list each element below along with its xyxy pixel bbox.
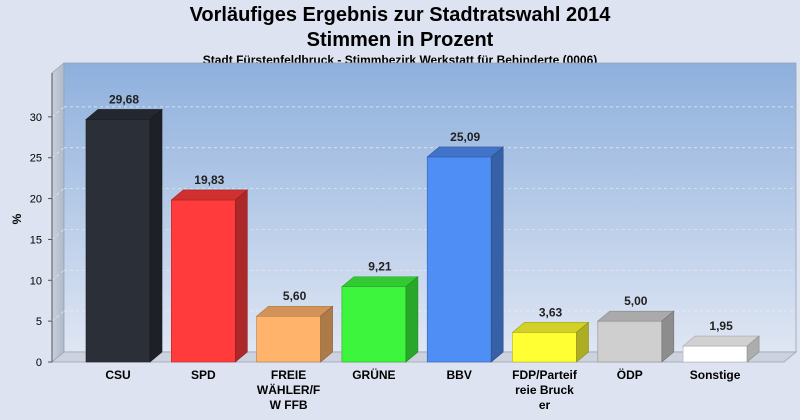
grid-line-side [51,229,65,240]
bar-front [597,320,663,363]
plot-background [50,62,798,363]
bar-side [576,321,589,363]
bar-front [256,315,321,363]
bar-front [512,332,577,363]
x-tick-label: WÄHLER/F [257,382,320,397]
bar-top [255,305,334,317]
y-tick-label: 0 [36,357,42,369]
bar-side [235,189,248,363]
bar-side [661,310,675,363]
y-tick-label: 25 [30,153,42,165]
bar-value-label: 5,00 [624,294,648,308]
bar-value-label: 3,63 [539,305,563,319]
bar: 3,63 [511,305,590,363]
bar-value-label: 5,60 [283,289,307,303]
grid-line-side [51,188,65,199]
bar: 5,00 [596,294,675,363]
chart-subtitle: Stimmen in Prozent [306,29,494,51]
y-tick-label: 15 [30,234,42,246]
bar-top [596,310,675,322]
bar-value-label: 9,21 [368,260,392,274]
grid-line-side [51,270,65,281]
bar-side [490,146,504,363]
bar-top [426,146,505,158]
bar-value-label: 29,68 [109,92,139,106]
x-tick-label: GRÜNE [352,367,395,382]
bar-front [426,156,492,363]
x-tick-label: er [539,398,551,412]
y-axis: 0 5 10 15 20 25 30% [10,73,53,369]
bar-top [170,189,249,201]
bar-front [341,286,407,363]
bar: 29,68 [85,92,163,363]
bar-front [85,119,151,363]
bar-value-label: 1,95 [709,319,733,333]
bars-group: 29,68 19,83 5,60 9,21 25,09 3,63 5,00 1,95 [85,92,760,363]
x-tick-label: FDP/Parteif [512,368,578,382]
plot-left-wall [51,62,65,363]
grid-line-side [51,310,65,322]
grid-line-side [51,147,65,158]
bar-top [682,335,760,347]
y-tick-label: 30 [30,112,42,124]
x-tick-label: BBV [447,368,472,382]
bar: 5,60 [255,289,334,363]
y-tick-label: 20 [30,194,42,206]
bar: 1,95 [682,319,760,363]
bar-side [746,335,760,363]
y-tick-label: 5 [36,316,42,328]
bar-side [320,305,333,363]
bar-top [341,276,419,288]
x-tick-label: Sonstige [690,368,741,382]
x-tick-label: SPD [191,368,216,382]
bar: 25,09 [426,130,505,363]
chart-title: Vorläufiges Ergebnis zur Stadtratswahl 2… [189,4,611,26]
y-axis-label: % [10,213,24,224]
x-tick-label: W FFB [270,398,308,412]
x-tick-label: reie Bruck [515,383,574,397]
y-tick-label: 10 [30,275,42,287]
bar-top [85,109,163,120]
bar-value-label: 19,83 [194,173,224,187]
grid-line-side [51,106,65,118]
bar-side [149,108,163,363]
bar-side [405,276,419,363]
x-tick-label: CSU [105,368,130,382]
bar: 19,83 [170,173,249,363]
bar: 9,21 [341,260,419,363]
x-tick-label: FREIE [271,368,306,382]
bar-value-label: 25,09 [450,130,480,144]
bar-front [682,345,748,363]
x-tick-label: ÖDP [617,367,643,382]
bar-front [171,199,236,363]
bar-top [511,322,590,333]
